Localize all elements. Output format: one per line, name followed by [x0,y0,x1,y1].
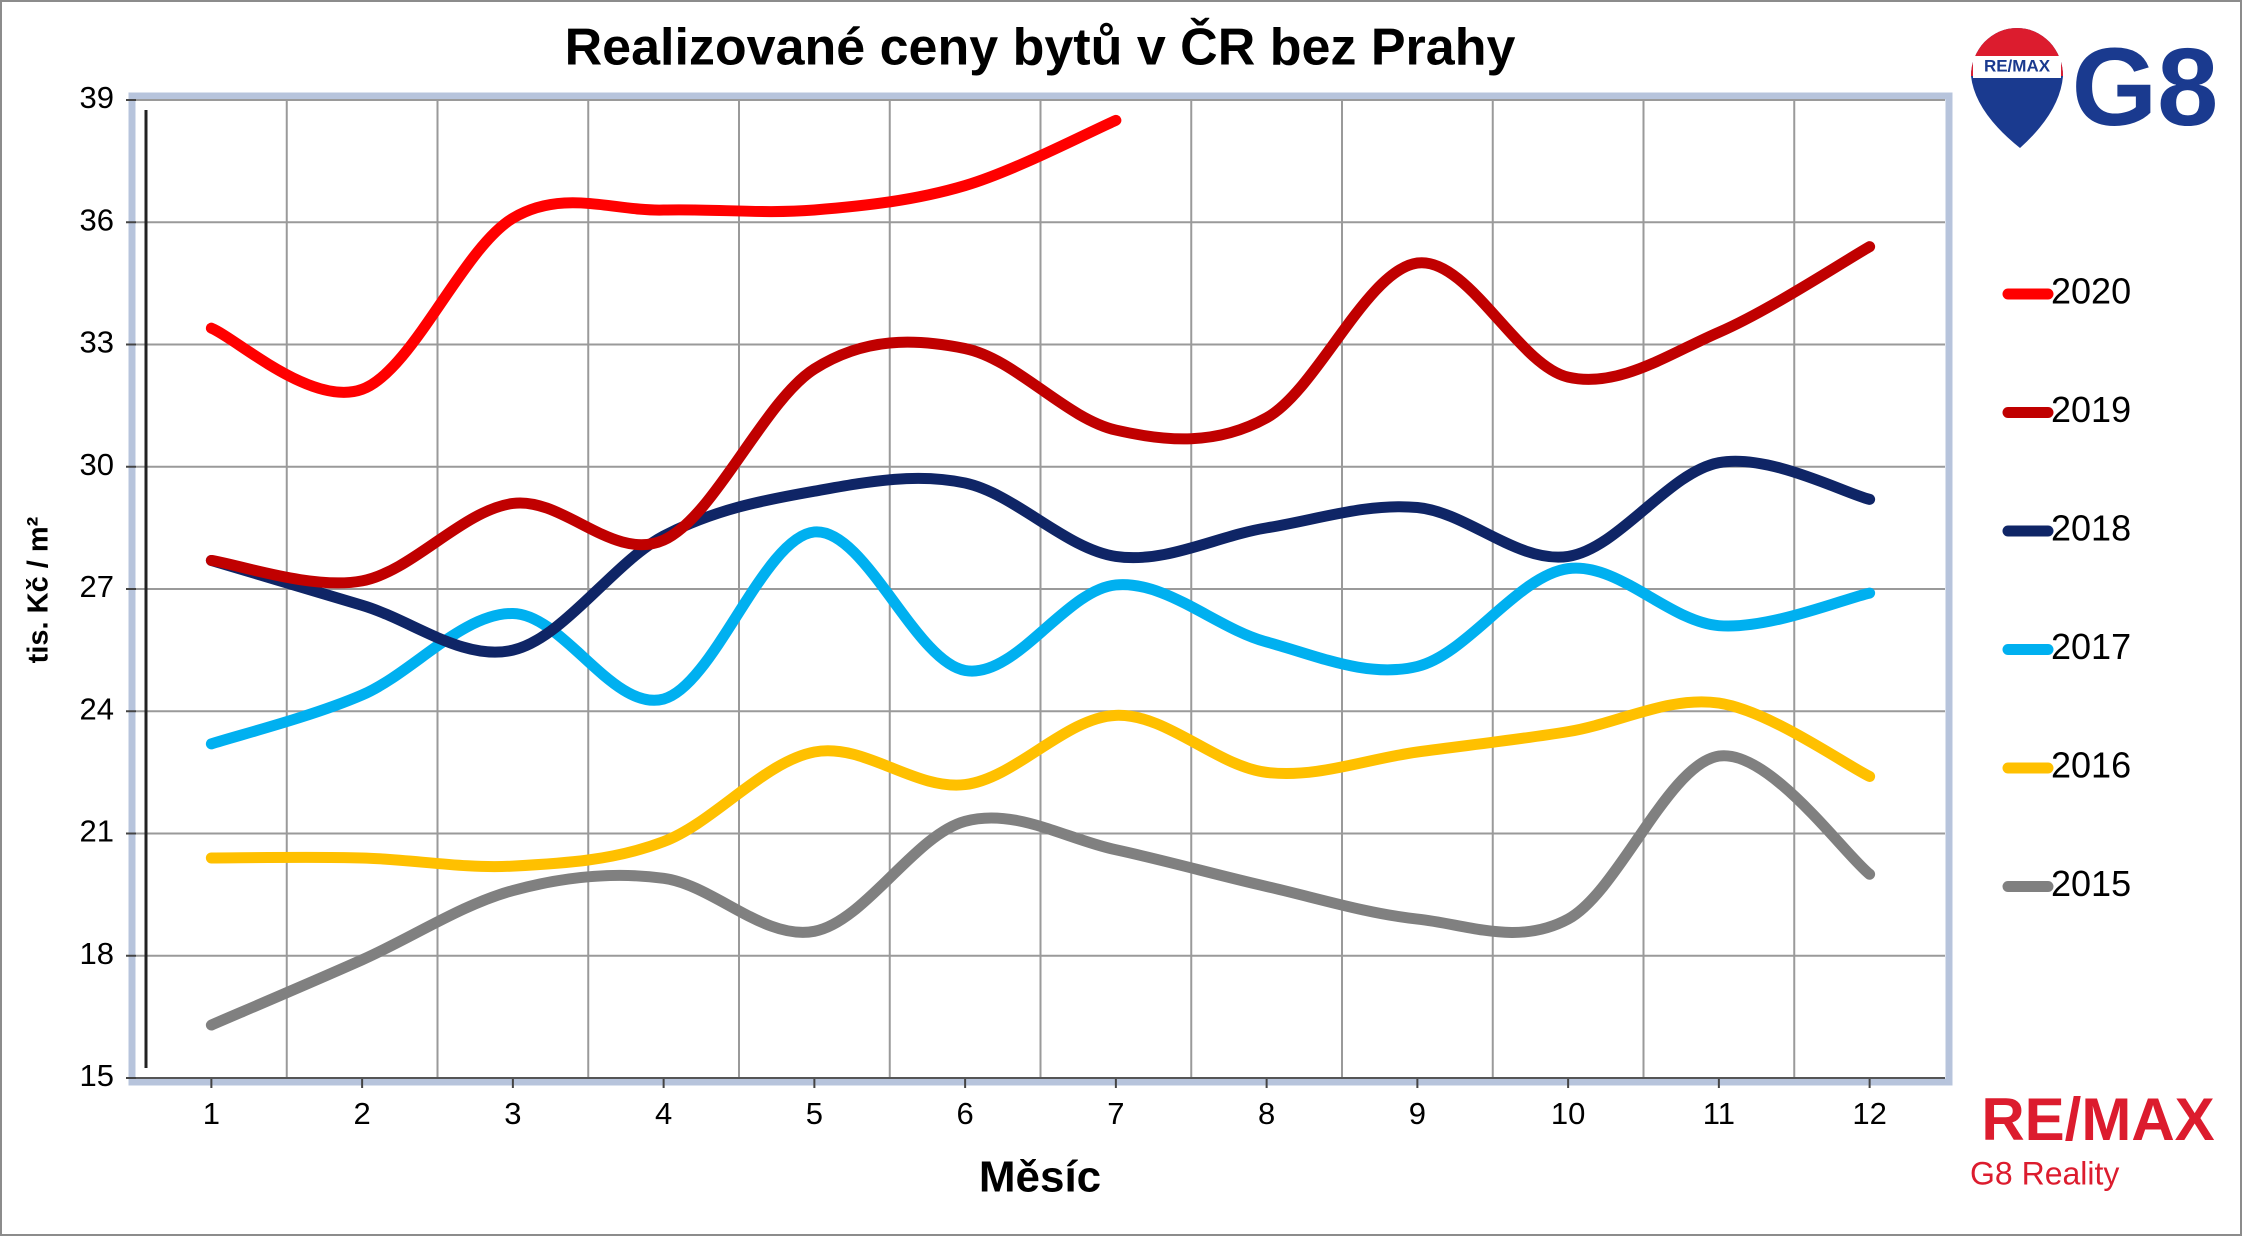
x-tick-label: 3 [504,1096,521,1131]
x-tick-label: 11 [1703,1096,1735,1131]
y-tick-label: 27 [80,569,114,604]
legend-label: 2016 [2051,745,2131,786]
y-tick-label: 39 [80,80,114,115]
chart-title: Realizované ceny bytů v ČR bez Prahy [565,18,1516,77]
y-tick-label: 15 [80,1058,114,1093]
balloon-band [1973,56,2061,78]
x-tick-label: 2 [354,1096,371,1131]
y-tick-label: 30 [80,447,114,482]
x-tick-label: 8 [1258,1096,1275,1131]
legend-label: 2017 [2051,626,2131,667]
balloon-text: RE/MAX [1984,56,2051,75]
y-tick-label: 36 [80,202,114,237]
series-line [205,114,1122,398]
legend-label: 2018 [2051,508,2131,549]
legend-label: 2020 [2051,271,2131,312]
x-tick-label: 1 [203,1096,220,1131]
brand-sub: G8 Reality [1970,1155,2119,1191]
y-tick-label: 21 [80,814,114,849]
series-line [205,696,1876,873]
x-tick-label: 6 [957,1096,974,1131]
x-axis-label: Měsíc [979,1153,1101,1202]
legend-label: 2015 [2051,863,2131,904]
series-line [205,241,1876,589]
y-axis-label: tis. Kč / m² [23,516,55,663]
x-tick-label: 5 [806,1096,823,1131]
x-tick-label: 7 [1107,1096,1124,1131]
series-line [205,455,1876,658]
x-tick-label: 4 [655,1096,672,1131]
brand-bottom: RE/MAX [1981,1086,2214,1153]
logo-balloon: RE/MAX [1971,28,2063,148]
x-tick-label: 10 [1551,1096,1585,1131]
y-tick-label: 18 [80,936,114,971]
x-tick-label: 9 [1409,1096,1426,1131]
y-tick-label: 33 [80,325,114,360]
brand-top: G8 [2072,26,2219,149]
x-tick-label: 12 [1852,1096,1886,1131]
series-line [205,526,1876,750]
y-tick-label: 24 [80,691,114,726]
series-line [205,750,1876,1031]
legend-label: 2019 [2051,389,2131,430]
